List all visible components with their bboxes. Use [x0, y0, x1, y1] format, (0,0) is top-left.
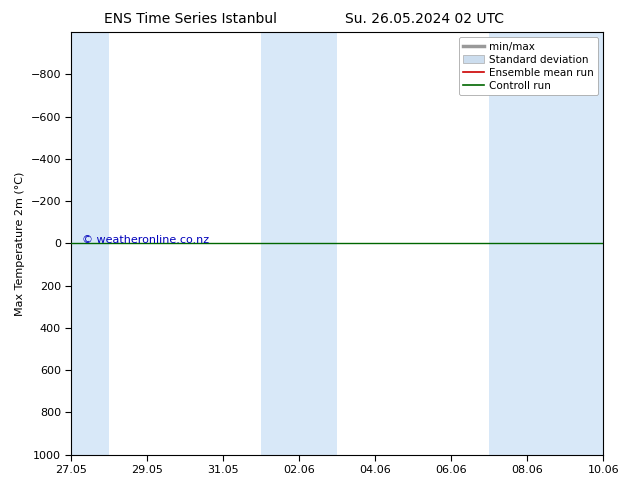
- Text: © weatheronline.co.nz: © weatheronline.co.nz: [82, 235, 209, 245]
- Bar: [489, 32, 603, 455]
- Bar: [72, 32, 110, 455]
- Legend: min/max, Standard deviation, Ensemble mean run, Controll run: min/max, Standard deviation, Ensemble me…: [459, 37, 598, 95]
- Text: ENS Time Series Istanbul: ENS Time Series Istanbul: [104, 12, 276, 26]
- Y-axis label: Max Temperature 2m (°C): Max Temperature 2m (°C): [15, 171, 25, 316]
- Bar: [261, 32, 337, 455]
- Text: Su. 26.05.2024 02 UTC: Su. 26.05.2024 02 UTC: [346, 12, 504, 26]
